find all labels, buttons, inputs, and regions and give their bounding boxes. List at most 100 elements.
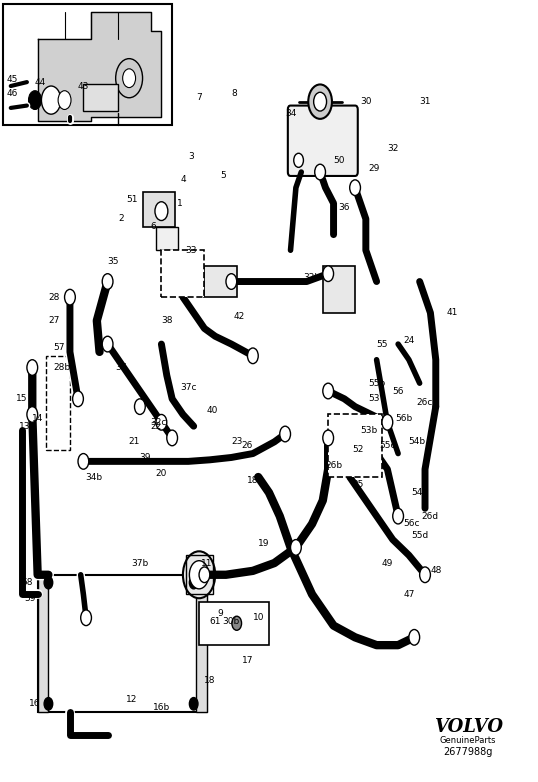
Text: 57: 57: [53, 343, 65, 353]
Text: 7: 7: [196, 93, 202, 102]
Text: 40: 40: [207, 406, 218, 415]
Text: 2: 2: [118, 214, 124, 224]
Circle shape: [102, 336, 113, 352]
Text: 26b: 26b: [325, 461, 342, 470]
Circle shape: [314, 92, 327, 111]
Circle shape: [29, 91, 41, 109]
Circle shape: [350, 180, 360, 196]
Text: 45: 45: [6, 75, 18, 84]
Circle shape: [294, 153, 303, 167]
Bar: [38, 575, 48, 712]
Circle shape: [27, 360, 38, 375]
Text: 55: 55: [376, 339, 388, 349]
Circle shape: [189, 576, 198, 589]
Text: 28: 28: [48, 292, 60, 302]
Text: 50: 50: [333, 156, 345, 165]
Text: 15: 15: [16, 394, 27, 404]
Circle shape: [44, 576, 53, 589]
Circle shape: [156, 414, 167, 430]
Text: 41: 41: [446, 308, 458, 317]
Bar: [328, 414, 382, 477]
Text: 37b: 37b: [131, 558, 148, 568]
Circle shape: [323, 383, 334, 399]
Circle shape: [189, 698, 198, 710]
Text: 26c: 26c: [417, 398, 433, 407]
Bar: [38, 575, 207, 712]
Text: 23: 23: [231, 437, 243, 447]
FancyBboxPatch shape: [288, 106, 358, 176]
Text: 55d: 55d: [411, 531, 428, 540]
Text: 30b: 30b: [223, 617, 240, 626]
Circle shape: [409, 630, 420, 645]
Text: 55b: 55b: [368, 378, 385, 388]
Text: 31: 31: [419, 97, 431, 106]
Bar: [143, 192, 175, 227]
Text: 2677988g: 2677988g: [443, 748, 493, 757]
Text: 56: 56: [392, 386, 404, 396]
Text: 21: 21: [129, 437, 140, 447]
Circle shape: [134, 399, 145, 414]
Circle shape: [308, 84, 332, 119]
Circle shape: [155, 202, 168, 221]
Circle shape: [27, 407, 38, 422]
Text: 53: 53: [368, 394, 380, 404]
Text: 30: 30: [360, 97, 372, 106]
Text: 36: 36: [338, 203, 350, 212]
Text: 14: 14: [32, 414, 44, 423]
Text: 32b: 32b: [303, 273, 321, 282]
Bar: [161, 250, 204, 297]
Text: 22: 22: [151, 421, 161, 431]
Circle shape: [382, 414, 393, 430]
Text: 1: 1: [178, 199, 183, 208]
Text: 49: 49: [381, 558, 393, 568]
Circle shape: [81, 610, 91, 626]
Text: 18: 18: [204, 676, 216, 685]
Text: 44: 44: [35, 77, 46, 87]
Text: 59: 59: [24, 594, 36, 603]
Text: 47: 47: [403, 590, 415, 599]
Text: 38: 38: [161, 316, 173, 325]
Text: 43: 43: [77, 81, 89, 91]
Bar: [83, 84, 118, 111]
Text: 37: 37: [115, 363, 127, 372]
Text: 27: 27: [48, 316, 60, 325]
Circle shape: [420, 567, 430, 583]
Circle shape: [218, 616, 228, 630]
Circle shape: [123, 69, 136, 88]
Text: 52: 52: [352, 445, 364, 454]
Text: 20: 20: [155, 468, 167, 478]
Text: 16b: 16b: [153, 703, 170, 712]
Text: 54: 54: [411, 488, 423, 497]
Circle shape: [315, 165, 325, 179]
Text: 6: 6: [151, 222, 156, 231]
Text: 32: 32: [387, 144, 399, 153]
Text: 54b: 54b: [408, 437, 426, 447]
Text: 17: 17: [242, 656, 253, 665]
Bar: [204, 266, 237, 297]
Circle shape: [323, 430, 334, 446]
Text: 26d: 26d: [422, 511, 439, 521]
Text: 28b: 28b: [53, 363, 70, 372]
Text: 25: 25: [352, 480, 364, 490]
Circle shape: [102, 274, 113, 289]
Text: 11: 11: [201, 558, 213, 568]
Circle shape: [315, 164, 325, 180]
Text: 53b: 53b: [360, 425, 377, 435]
Text: 56b: 56b: [395, 414, 412, 423]
Bar: [323, 266, 355, 313]
Text: 58: 58: [21, 578, 33, 587]
Text: 33: 33: [185, 246, 197, 255]
Circle shape: [226, 274, 237, 289]
Text: 46: 46: [6, 89, 18, 99]
Text: 55c: 55c: [379, 441, 395, 450]
Text: GenuineParts: GenuineParts: [440, 736, 497, 745]
Text: 5: 5: [221, 171, 226, 181]
Text: 39: 39: [139, 453, 151, 462]
Text: 16: 16: [29, 699, 41, 708]
Text: 9: 9: [218, 609, 223, 619]
Text: 13: 13: [18, 421, 30, 431]
Text: 34: 34: [285, 109, 296, 118]
Text: 35: 35: [107, 257, 119, 267]
Circle shape: [247, 348, 258, 364]
Text: 8: 8: [231, 89, 237, 99]
